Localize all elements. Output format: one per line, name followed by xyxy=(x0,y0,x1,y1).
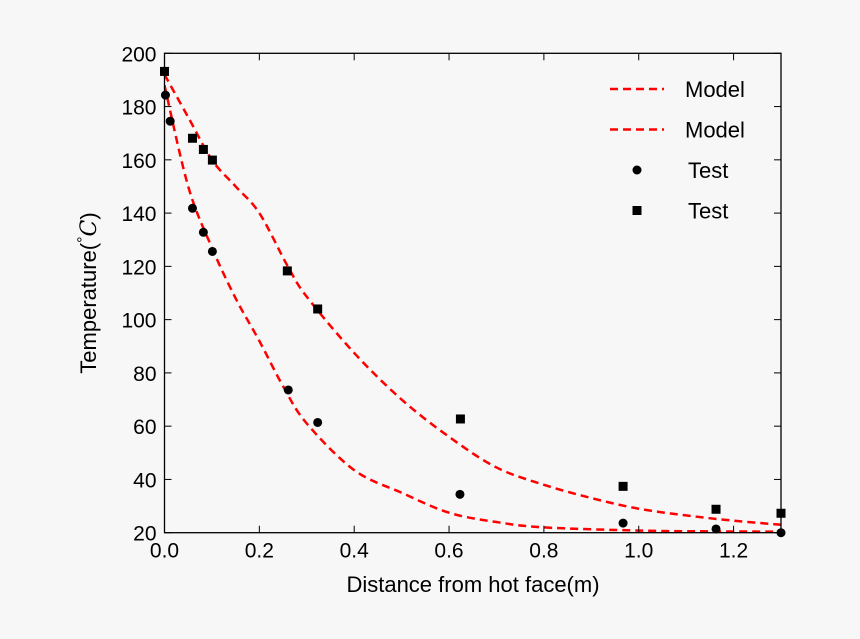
test-point-square xyxy=(711,504,721,514)
test-point-square xyxy=(313,304,323,314)
test-point-square xyxy=(618,481,628,491)
test-point-square xyxy=(198,144,208,154)
model-curve-2 xyxy=(164,73,781,526)
test-point-circle xyxy=(313,417,323,427)
y-tick-label: 80 xyxy=(133,363,156,386)
test-point-circle xyxy=(198,227,208,237)
legend: Model Model Test Test xyxy=(610,77,745,224)
y-tick-label: 60 xyxy=(133,416,156,439)
legend-entry: Test xyxy=(632,199,728,224)
test-point-square xyxy=(187,133,197,143)
y-tick-label: 120 xyxy=(121,256,156,279)
y-tick-label: 180 xyxy=(121,97,156,120)
legend-label: Model xyxy=(685,118,745,143)
test-point-circle xyxy=(618,518,628,528)
legend-square-swatch xyxy=(632,206,642,215)
test-point-circle xyxy=(207,246,217,256)
y-tick-label: 200 xyxy=(121,43,156,66)
x-tick-label: 1.2 xyxy=(719,540,748,563)
test-point-square xyxy=(207,155,217,165)
y-axis-label: Temperature(°C) xyxy=(75,212,102,373)
test-point-circle xyxy=(187,203,197,213)
x-tick-label: 0.8 xyxy=(529,540,558,563)
y-tick-label: 100 xyxy=(121,310,156,333)
y-tick-label: 40 xyxy=(133,469,156,492)
plot-marks xyxy=(160,66,786,538)
plot-frame xyxy=(163,52,782,534)
legend-label: Test xyxy=(688,199,728,224)
legend-entry: Model xyxy=(610,118,745,143)
test-point-square xyxy=(455,414,465,424)
legend-entry: Model xyxy=(610,77,745,102)
x-tick-label: 0.2 xyxy=(245,540,274,563)
axis-ticks: 0.0 0.2 0.4 0.6 0.8 1.0 1.2 20 40 60 80 100 120 140 16… xyxy=(121,43,781,563)
test-point-circle xyxy=(283,385,293,395)
x-tick-label: 0.6 xyxy=(434,540,463,563)
y-tick-label: 160 xyxy=(121,150,156,173)
x-tick-label: 0.0 xyxy=(150,540,179,563)
test-point-square xyxy=(282,266,292,276)
test-point-circle xyxy=(455,489,465,499)
y-tick-label: 140 xyxy=(121,203,156,226)
legend-circle-swatch xyxy=(632,165,642,175)
legend-label: Test xyxy=(688,158,728,183)
y-tick-label: 20 xyxy=(133,523,156,546)
x-axis-label: Distance from hot face(m) xyxy=(346,572,599,597)
legend-label: Model xyxy=(685,77,745,102)
x-tick-label: 1.0 xyxy=(624,540,653,563)
x-tick-label: 0.4 xyxy=(340,540,370,563)
legend-entry: Test xyxy=(632,158,728,183)
test-point-circle xyxy=(165,116,175,126)
test-point-circle xyxy=(160,90,170,100)
test-point-circle xyxy=(711,524,721,534)
